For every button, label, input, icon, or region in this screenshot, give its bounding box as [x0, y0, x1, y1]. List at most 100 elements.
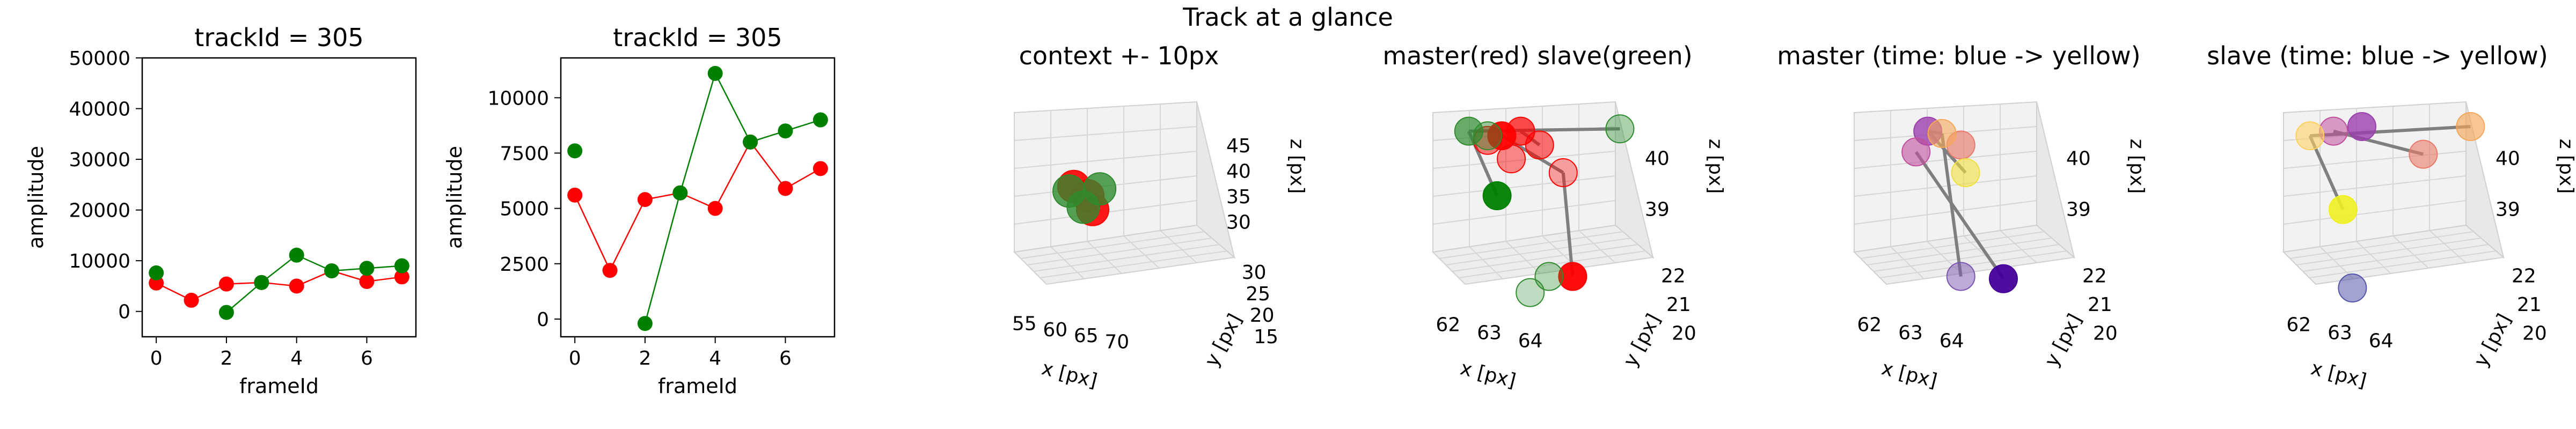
x-tick-label: 2 — [639, 347, 651, 369]
data-point — [672, 185, 688, 201]
x-tick-label: 4 — [709, 347, 721, 369]
x-axis-label: frameId — [239, 374, 319, 398]
data-point — [1989, 264, 2018, 293]
data-point — [1534, 262, 1564, 291]
grid-line — [2356, 241, 2391, 274]
data-point — [289, 247, 304, 263]
data-point — [707, 65, 723, 81]
data-point — [1548, 158, 1578, 187]
grid-line — [1458, 250, 1646, 278]
3d-scatter-2: master(red) slave(green) 62 63 64 20 21 22 39 40… — [1382, 41, 1726, 392]
z-tick-label: 45 — [1226, 135, 1251, 157]
y-tick-label: 5000 — [500, 198, 549, 220]
chart-title: trackId = 305 — [194, 23, 363, 52]
y-tick-label: 30000 — [69, 149, 130, 171]
x-tick-label: 63 — [1898, 322, 1923, 344]
y-tick-label: 2500 — [500, 254, 549, 276]
x-axis-label: x [px] — [1879, 357, 1940, 392]
data-point — [1482, 181, 1512, 210]
data-point — [1473, 121, 1502, 151]
data-point — [2319, 116, 2348, 146]
y-axis-label: y [px] — [2470, 310, 2515, 371]
grid-line — [1033, 244, 1220, 272]
x-tick-label: 0 — [150, 347, 163, 369]
y-axis-label: amplitude — [24, 146, 48, 249]
grid-line — [1014, 126, 1197, 141]
x-axis-label: x [px] — [1040, 357, 1100, 392]
grid-line — [1860, 231, 2045, 259]
grid-line — [1854, 175, 2037, 197]
z-tick-label: 39 — [2066, 199, 2091, 221]
grid-line — [2392, 235, 2429, 269]
grid-line — [1432, 151, 1616, 169]
y-tick-label: 20 — [2093, 322, 2118, 344]
grid-line — [2319, 246, 2354, 279]
y-tick-label: 22 — [2082, 265, 2107, 287]
grid-line — [1123, 235, 1160, 269]
y-tick-label: 0 — [118, 301, 130, 323]
x-tick-label: 64 — [1518, 330, 1543, 352]
data-point — [1927, 119, 1957, 148]
y-tick-label: 40000 — [69, 99, 130, 121]
data-point — [567, 143, 583, 159]
grid-line — [2000, 230, 2037, 263]
data-point — [218, 305, 234, 320]
data-point — [707, 201, 723, 216]
y-tick-label: 20 — [2522, 322, 2547, 344]
grid-line — [1040, 250, 1227, 278]
floor-pane — [1013, 224, 1236, 285]
data-point — [743, 134, 758, 150]
x-axis-label: x [px] — [2309, 357, 2369, 392]
data-point — [602, 263, 618, 278]
x-tick-label: 2 — [220, 347, 232, 369]
data-point — [2338, 273, 2367, 302]
series-line — [226, 254, 402, 313]
grid-line — [1452, 244, 1638, 272]
grid-line — [1469, 246, 1503, 279]
data-point — [778, 181, 793, 196]
z-axis-label: z [px] — [1704, 139, 1726, 194]
x-axis-label: frameId — [658, 374, 737, 398]
grid-line — [1432, 200, 1616, 225]
chart-title: master (time: blue -> yellow) — [1777, 41, 2140, 70]
grid-line — [1867, 238, 2052, 265]
data-point — [813, 112, 828, 128]
data-point — [1516, 278, 1545, 307]
y-axis-label: y [px] — [1201, 310, 1246, 371]
data-point — [2295, 121, 2325, 151]
track-line — [2333, 129, 2424, 156]
grid-line — [1432, 175, 1616, 197]
floor-pane — [1853, 224, 2076, 285]
data-point — [289, 278, 304, 294]
plot-frame — [560, 57, 836, 338]
data-point — [1946, 262, 1975, 291]
x-tick-label: 64 — [2369, 330, 2394, 352]
data-point — [1454, 116, 1483, 146]
y-tick-label: 25 — [1246, 283, 1270, 305]
data-point — [2409, 139, 2438, 169]
data-point — [2347, 112, 2376, 141]
x-tick-label: 60 — [1043, 319, 1067, 341]
grid-line — [1027, 238, 1212, 265]
data-point — [1558, 262, 1587, 291]
plot-frame — [141, 57, 417, 338]
x-tick-label: 6 — [361, 347, 373, 369]
data-point — [778, 123, 793, 139]
line-chart-2: trackId = 305 frameId amplitude 0 2 4 6 0 2500 50… — [443, 23, 836, 398]
x-tick-label: 62 — [1436, 314, 1460, 336]
grid-line — [1854, 200, 2037, 225]
3d-scatter-4: slave (time: blue -> yellow) 62 63 64 20 21 22… — [2207, 41, 2576, 392]
grid-line — [1505, 241, 1541, 274]
y-tick-label: 7500 — [500, 143, 549, 165]
data-point — [567, 187, 583, 203]
data-point — [394, 269, 409, 285]
z-axis-label: z [px] — [2555, 139, 2576, 194]
x-tick-label: 63 — [2328, 322, 2352, 344]
z-tick-label: 40 — [1645, 148, 1670, 170]
grid-line — [2429, 230, 2467, 263]
data-point — [184, 292, 199, 308]
y-tick-label: 21 — [2517, 294, 2542, 316]
data-point — [813, 161, 828, 176]
